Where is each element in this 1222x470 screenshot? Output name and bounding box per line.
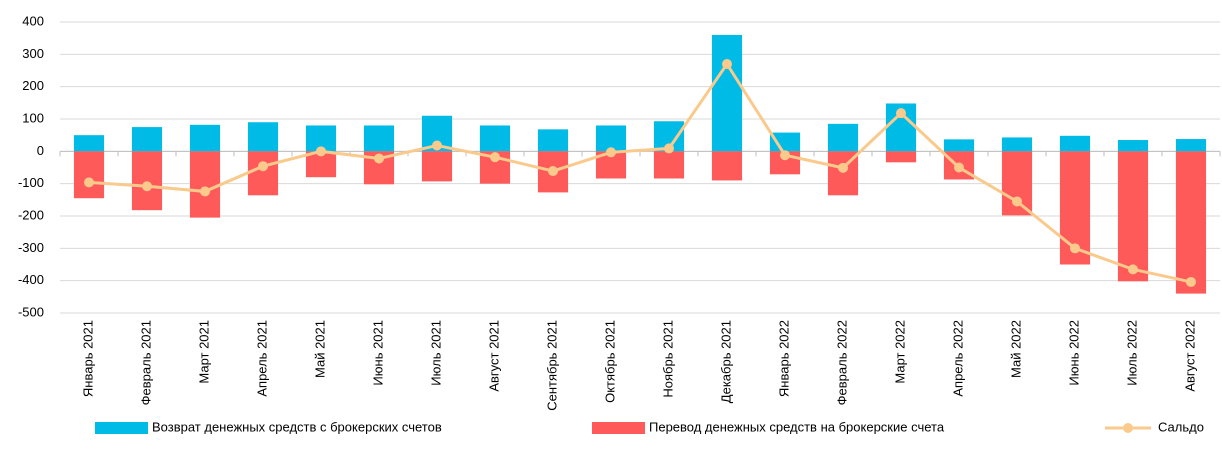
bar (189, 151, 221, 218)
x-tick-label: Февраль 2021 (138, 320, 153, 405)
line-marker (1186, 276, 1196, 287)
bar (189, 124, 221, 152)
bar (1001, 137, 1033, 152)
x-tick-label: Январь 2021 (80, 320, 95, 397)
bar (73, 151, 105, 199)
y-tick-label: -500 (18, 304, 44, 319)
y-tick-label: -100 (18, 175, 44, 190)
bar (827, 123, 859, 152)
legend-label: Возврат денежных средств с брокерских сч… (152, 419, 442, 434)
x-tick-label: Июнь 2022 (1066, 320, 1081, 386)
y-tick-label: -400 (18, 272, 44, 287)
legend-swatch (1123, 423, 1133, 433)
x-tick-label: Август 2021 (486, 320, 501, 392)
y-tick-label: 300 (22, 46, 44, 61)
line-marker (142, 181, 152, 192)
bar (479, 125, 511, 152)
line-marker (896, 108, 906, 119)
line-marker (838, 162, 848, 173)
line-marker (606, 147, 616, 158)
x-tick-label: Январь 2022 (776, 320, 791, 397)
x-tick-label: Апрель 2022 (950, 320, 965, 397)
legend-swatch (95, 422, 148, 434)
x-tick-label: Декабрь 2021 (718, 320, 733, 403)
bar (943, 139, 975, 152)
bar (1059, 135, 1091, 152)
bar (421, 151, 453, 182)
y-tick-label: -300 (18, 240, 44, 255)
line-marker (490, 152, 500, 163)
bar (1117, 140, 1149, 152)
line-marker (1012, 196, 1022, 207)
x-tick-label: Октябрь 2021 (602, 320, 617, 403)
x-tick-label: Февраль 2022 (834, 320, 849, 405)
x-tick-label: Июль 2022 (1124, 320, 1139, 386)
y-tick-label: 0 (37, 143, 44, 158)
bar (711, 151, 743, 181)
bar (131, 151, 163, 211)
line-marker (374, 153, 384, 164)
bar (537, 129, 569, 152)
line-marker (548, 166, 558, 177)
x-tick-label: Июнь 2021 (370, 320, 385, 386)
line-marker (432, 140, 442, 151)
bar (1117, 151, 1149, 282)
line-marker (954, 162, 964, 173)
x-tick-label: Ноябрь 2021 (660, 320, 675, 398)
bar (595, 125, 627, 152)
line-marker (200, 186, 210, 197)
bar (1175, 139, 1207, 152)
bar (885, 151, 917, 163)
y-tick-label: 200 (22, 78, 44, 93)
bar (363, 125, 395, 152)
bar (247, 122, 279, 152)
x-tick-label: Август 2022 (1182, 320, 1197, 392)
x-tick-label: Июль 2021 (428, 320, 443, 386)
legend-label: Сальдо (1158, 419, 1204, 434)
line-marker (84, 177, 94, 188)
line-marker (722, 59, 732, 70)
x-tick-label: Март 2022 (892, 320, 907, 384)
y-tick-label: 400 (22, 13, 44, 28)
line-marker (664, 143, 674, 154)
x-tick-label: Май 2022 (1008, 320, 1023, 378)
legend-label: Перевод денежных средств на брокерские с… (649, 419, 945, 434)
bar (769, 132, 801, 152)
line-marker (258, 161, 268, 172)
x-tick-label: Апрель 2021 (254, 320, 269, 397)
x-tick-label: Март 2021 (196, 320, 211, 384)
bar (1175, 151, 1207, 294)
line (88, 61, 1192, 284)
bar (247, 151, 279, 196)
bar (653, 151, 685, 179)
y-tick-label: 100 (22, 110, 44, 125)
legend-swatch (592, 422, 645, 434)
bar (711, 34, 743, 152)
line-marker (1070, 243, 1080, 254)
line-marker (316, 146, 326, 157)
line-marker (1128, 264, 1138, 275)
x-tick-label: Май 2021 (312, 320, 327, 378)
bar (131, 127, 163, 152)
line-marker (780, 150, 790, 161)
y-tick-label: -200 (18, 207, 44, 222)
x-tick-label: Сентябрь 2021 (544, 320, 559, 411)
bar (73, 135, 105, 152)
